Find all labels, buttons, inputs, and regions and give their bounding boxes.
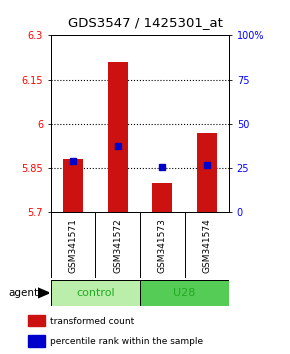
Polygon shape [38,288,49,298]
Text: percentile rank within the sample: percentile rank within the sample [50,337,203,346]
Text: U28: U28 [173,288,196,298]
Bar [28,335,45,347]
Bar [152,183,172,212]
Bar [108,62,128,212]
Text: GDS3547 / 1425301_at: GDS3547 / 1425301_at [68,17,222,29]
Text: GSM341573: GSM341573 [158,218,167,273]
Text: transformed count: transformed count [50,316,134,326]
Bar [28,315,45,326]
FancyBboxPatch shape [51,280,140,306]
Bar [63,159,83,212]
FancyBboxPatch shape [140,280,229,306]
Text: GSM341574: GSM341574 [202,218,211,273]
Text: GSM341572: GSM341572 [113,218,122,273]
Bar [197,133,217,212]
Text: GSM341571: GSM341571 [68,218,77,273]
Text: control: control [76,288,115,298]
Text: agent: agent [9,288,39,298]
